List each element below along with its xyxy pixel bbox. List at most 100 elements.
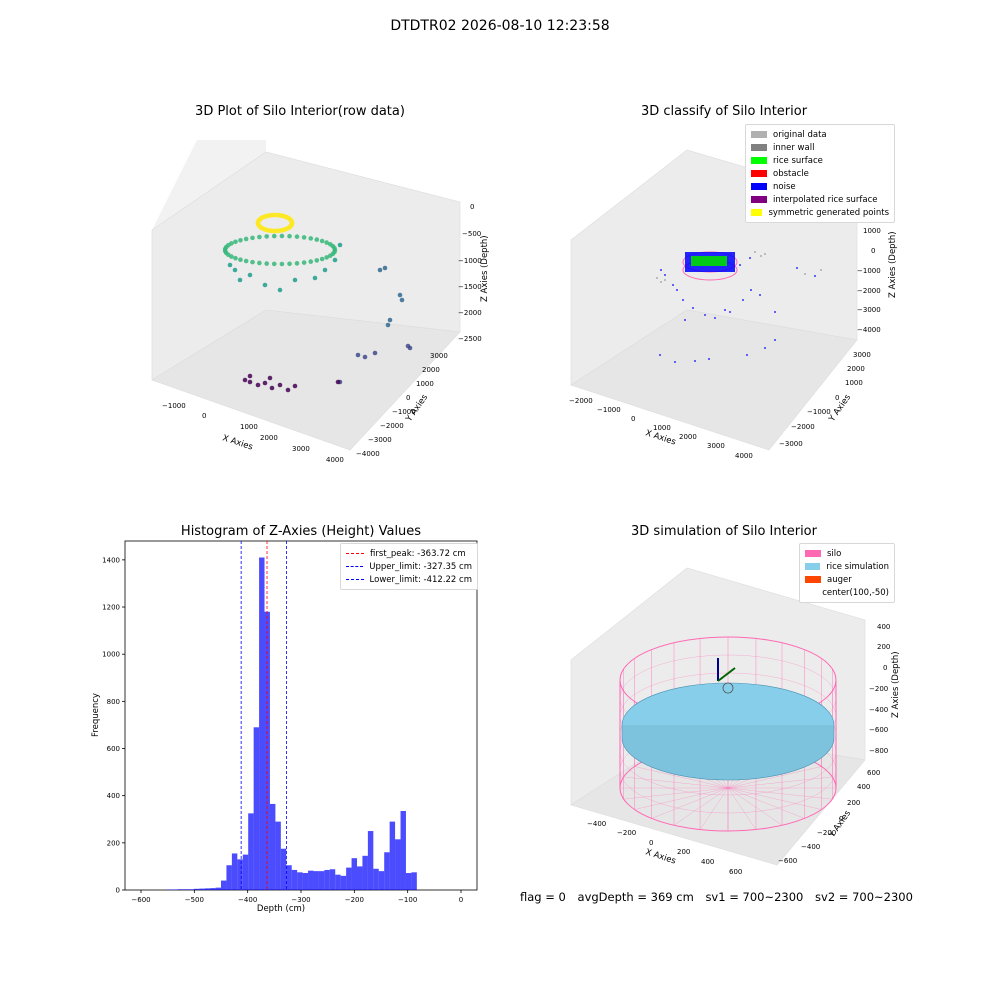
data-point	[407, 345, 413, 351]
noise-point	[684, 319, 686, 321]
data-point	[382, 265, 388, 271]
z-tick: 200	[877, 643, 890, 651]
x-tick: 0	[649, 839, 653, 847]
z-tick: −500	[462, 230, 481, 238]
hist-bar	[367, 831, 374, 890]
legend-label: original data	[773, 129, 827, 140]
data-point	[267, 375, 273, 381]
data-point	[308, 236, 314, 241]
hist-bar	[248, 813, 254, 890]
z-tick: −3000	[857, 306, 881, 314]
data-point	[301, 260, 307, 265]
x-tick-label: −500	[185, 896, 204, 904]
noise-point	[704, 314, 706, 316]
plot4-x-ticks: −400 −200 0 200 400 600	[587, 820, 742, 876]
hist-bar	[340, 875, 347, 890]
data-point	[243, 258, 249, 264]
data-point	[233, 239, 238, 245]
noise-point	[796, 267, 798, 269]
legend-item: original data	[751, 128, 889, 141]
data-point	[294, 261, 300, 266]
hist-bar	[373, 868, 379, 890]
silo-wire	[727, 787, 822, 810]
plot1-z-ticks: 0 −500 −1000 −1500 −2000 −2500	[458, 203, 482, 343]
y-tick: −2000	[791, 423, 815, 431]
hist-frame	[124, 540, 478, 891]
data-point	[292, 383, 298, 389]
original-point	[754, 251, 756, 253]
hist-bar	[231, 853, 238, 890]
hist-bar	[177, 889, 183, 890]
noise-point	[659, 354, 661, 356]
silo-wire	[623, 787, 729, 800]
data-point	[227, 262, 233, 268]
legend-swatch	[805, 550, 821, 557]
legend-swatch	[805, 589, 816, 596]
hist-bar	[297, 872, 303, 890]
hist-bar	[346, 867, 352, 890]
legend-item: rice surface	[751, 154, 889, 167]
legend-label: rice simulation	[826, 561, 889, 572]
legend-item: first_peak: -363.72 cm	[346, 547, 472, 560]
legend-label: Upper_limit: -327.35 cm	[369, 561, 472, 572]
hist-bar	[351, 858, 357, 890]
y-tick-label: 1200	[102, 604, 120, 612]
hist-bar	[302, 873, 309, 890]
data-point	[301, 235, 307, 240]
data-point	[238, 237, 243, 243]
hist-bar	[280, 848, 287, 890]
hist-bar	[259, 557, 265, 890]
data-point	[319, 238, 325, 244]
legend-line	[346, 553, 364, 554]
original-point	[656, 277, 658, 279]
hist-bar	[193, 888, 200, 890]
plot1-y-ticks: −4000 −3000 −2000 −1000 0 1000 2000 3000	[356, 352, 448, 458]
silo-wire	[727, 787, 783, 826]
legend-item: inner wall	[751, 141, 889, 154]
data-point	[247, 272, 253, 278]
noise-point	[774, 311, 776, 313]
plot2-x-ticks: −2000 −1000 0 1000 2000 3000 4000	[569, 397, 753, 460]
y-tick: −1000	[807, 408, 831, 416]
legend-swatch	[751, 183, 767, 190]
data-point	[257, 260, 262, 266]
silo-wire	[623, 776, 729, 789]
data-point	[242, 377, 248, 383]
plot1-svg: −1000 0 1000 2000 3000 4000 X Axies −400…	[151, 140, 490, 464]
hist-bar	[215, 887, 221, 890]
x-tick: 2000	[679, 433, 697, 441]
noise-point	[814, 275, 816, 277]
hist-svg: −600 −500 −400 −300 −200 −100 0 0 200 400 600 800 10…	[91, 540, 478, 914]
data-point	[399, 297, 405, 303]
data-point	[292, 277, 298, 283]
noise-point	[682, 299, 684, 301]
y-tick: 400	[857, 783, 870, 791]
z-tick: −2500	[458, 335, 482, 343]
data-point	[257, 234, 262, 240]
x-tick: 2000	[260, 434, 278, 442]
data-point	[332, 257, 338, 263]
x-tick-label: −400	[238, 896, 257, 904]
z-tick: 1000	[863, 227, 881, 235]
silo-wire	[727, 766, 822, 789]
hist-bar	[226, 865, 232, 890]
noise-point	[694, 360, 696, 362]
legend-item: Lower_limit: -412.22 cm	[346, 573, 472, 586]
x-tick: −1000	[597, 406, 621, 414]
hist-bar	[269, 803, 276, 890]
y-tick: 1000	[416, 380, 434, 388]
y-tick: 1000	[845, 379, 863, 387]
z-tick: 0	[871, 247, 875, 255]
hist-bar	[237, 859, 243, 890]
legend-item: center(100,-50)	[805, 586, 889, 599]
hist-bar	[221, 880, 227, 890]
flag-text: flag = 0	[520, 890, 566, 904]
hist-bar	[378, 871, 385, 890]
y-tick: −400	[801, 843, 820, 851]
y-tick-label: 400	[107, 792, 120, 800]
x-tick: 3000	[292, 445, 310, 453]
data-point	[337, 242, 343, 248]
x-tick: 4000	[326, 456, 344, 464]
legend-label: inner wall	[773, 142, 815, 153]
data-point	[250, 235, 255, 241]
